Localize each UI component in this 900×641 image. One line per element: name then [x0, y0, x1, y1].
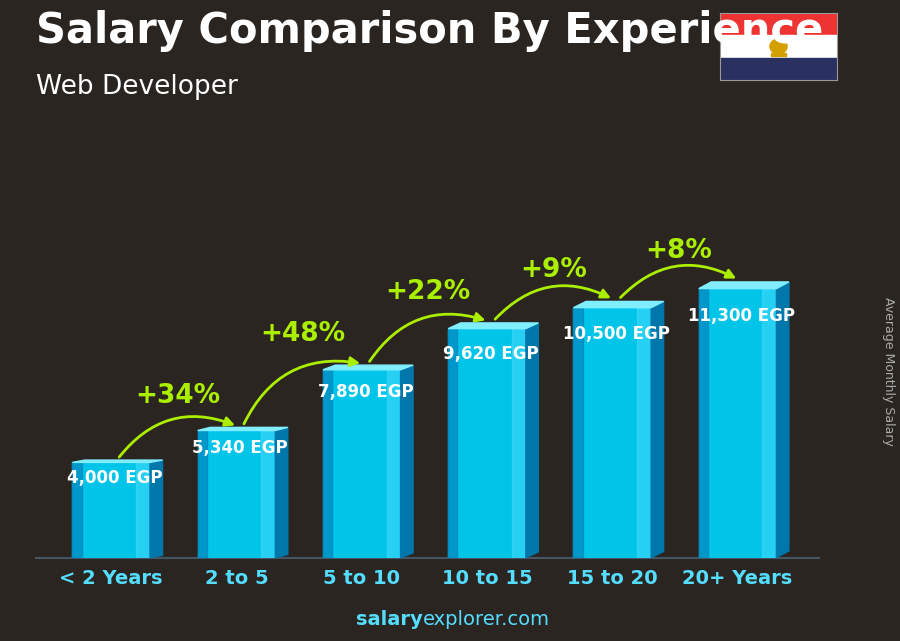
Polygon shape — [526, 323, 538, 558]
Bar — [762, 288, 777, 558]
Text: 7,890 EGP: 7,890 EGP — [318, 383, 413, 401]
Polygon shape — [198, 428, 288, 431]
Bar — [698, 288, 708, 558]
Circle shape — [770, 39, 788, 54]
Polygon shape — [72, 460, 163, 462]
Bar — [136, 462, 150, 558]
Polygon shape — [698, 282, 789, 288]
Polygon shape — [448, 323, 538, 329]
Text: 4,000 EGP: 4,000 EGP — [68, 469, 163, 487]
Text: 10,500 EGP: 10,500 EGP — [562, 325, 670, 343]
Bar — [637, 308, 651, 558]
Bar — [720, 58, 837, 80]
Bar — [512, 329, 526, 558]
Bar — [261, 431, 275, 558]
Bar — [573, 308, 583, 558]
Polygon shape — [323, 365, 413, 370]
Polygon shape — [651, 301, 663, 558]
Bar — [198, 431, 207, 558]
Text: explorer.com: explorer.com — [423, 610, 550, 629]
Polygon shape — [275, 428, 288, 558]
Text: Web Developer: Web Developer — [36, 74, 238, 100]
Bar — [720, 35, 837, 58]
Bar — [198, 431, 275, 558]
Text: 11,300 EGP: 11,300 EGP — [688, 308, 795, 326]
Text: +48%: +48% — [260, 320, 346, 347]
Bar — [323, 370, 332, 558]
Bar — [387, 370, 400, 558]
Bar — [72, 462, 150, 558]
Text: 5,340 EGP: 5,340 EGP — [193, 440, 288, 458]
Bar — [720, 13, 837, 35]
Text: +34%: +34% — [135, 383, 220, 409]
Bar — [448, 329, 457, 558]
Text: 9,620 EGP: 9,620 EGP — [443, 345, 538, 363]
Bar — [448, 329, 526, 558]
Polygon shape — [573, 301, 663, 308]
Text: salary: salary — [356, 610, 423, 629]
Bar — [72, 462, 82, 558]
Text: Salary Comparison By Experience: Salary Comparison By Experience — [36, 10, 824, 52]
Text: +9%: +9% — [520, 257, 587, 283]
Polygon shape — [400, 365, 413, 558]
Text: +22%: +22% — [385, 279, 471, 304]
Bar — [770, 53, 787, 56]
Bar — [698, 288, 777, 558]
Bar — [323, 370, 400, 558]
Polygon shape — [150, 460, 163, 558]
Text: +8%: +8% — [645, 238, 712, 263]
Polygon shape — [777, 282, 789, 558]
Text: Average Monthly Salary: Average Monthly Salary — [883, 297, 896, 446]
Bar — [573, 308, 651, 558]
